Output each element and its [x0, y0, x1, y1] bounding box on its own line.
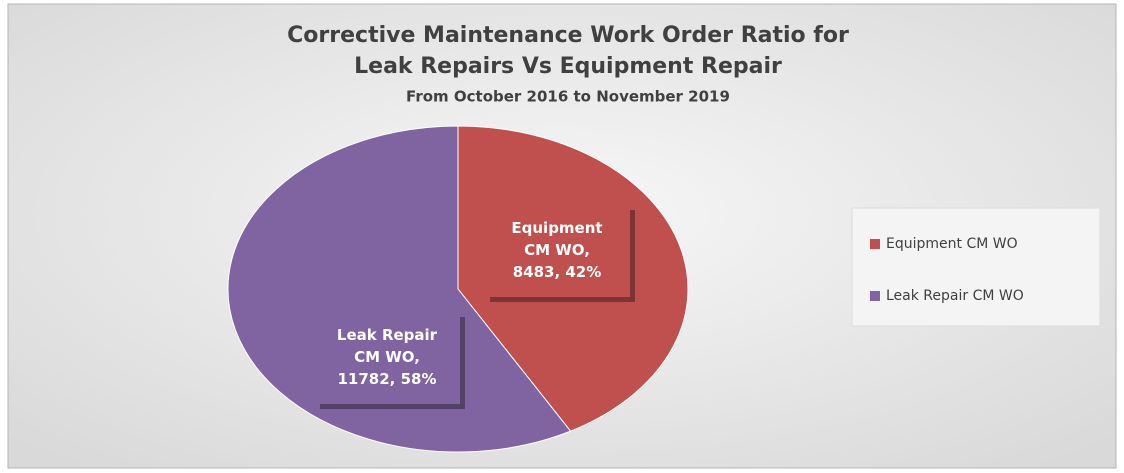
- legend-swatch: [870, 239, 880, 249]
- legend-box: [851, 207, 1101, 327]
- legend-swatch: [870, 291, 880, 301]
- data-label-box: [485, 205, 630, 297]
- pie-slice: [227, 125, 572, 453]
- legend-label: Leak Repair CM WO: [886, 288, 1024, 304]
- data-label: Equipment CM WO, 8483, 42%: [511, 219, 602, 281]
- legend-label: Equipment CM WO: [886, 236, 1018, 252]
- chart-subtitle: From October 2016 to November 2019: [406, 88, 730, 106]
- chart-title: Corrective Maintenance Work Order Ratio …: [287, 23, 849, 79]
- data-label: Leak Repair CM WO, 11782, 58%: [337, 326, 438, 388]
- data-label-box: [315, 312, 460, 404]
